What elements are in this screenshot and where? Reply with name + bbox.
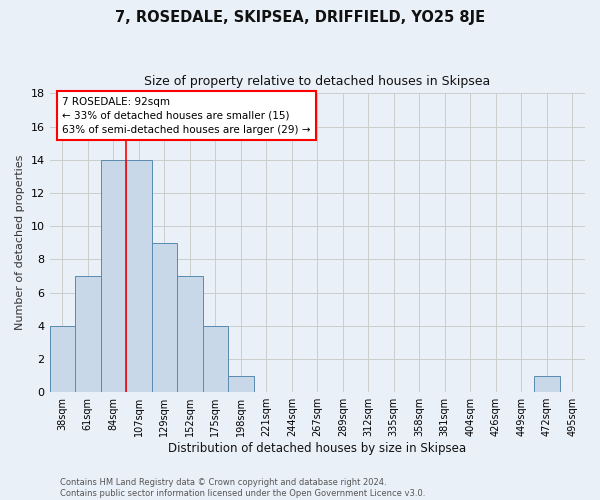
Y-axis label: Number of detached properties: Number of detached properties: [15, 155, 25, 330]
Bar: [228, 376, 254, 392]
Bar: [152, 243, 177, 392]
Bar: [126, 160, 152, 392]
Text: 7, ROSEDALE, SKIPSEA, DRIFFIELD, YO25 8JE: 7, ROSEDALE, SKIPSEA, DRIFFIELD, YO25 8J…: [115, 10, 485, 25]
Bar: [203, 326, 228, 392]
X-axis label: Distribution of detached houses by size in Skipsea: Distribution of detached houses by size …: [168, 442, 466, 455]
Bar: [75, 276, 101, 392]
Bar: [177, 276, 203, 392]
Bar: [50, 326, 75, 392]
Text: Contains HM Land Registry data © Crown copyright and database right 2024.
Contai: Contains HM Land Registry data © Crown c…: [60, 478, 425, 498]
Text: 7 ROSEDALE: 92sqm
← 33% of detached houses are smaller (15)
63% of semi-detached: 7 ROSEDALE: 92sqm ← 33% of detached hous…: [62, 96, 311, 134]
Bar: [534, 376, 560, 392]
Title: Size of property relative to detached houses in Skipsea: Size of property relative to detached ho…: [144, 75, 490, 88]
Bar: [101, 160, 126, 392]
